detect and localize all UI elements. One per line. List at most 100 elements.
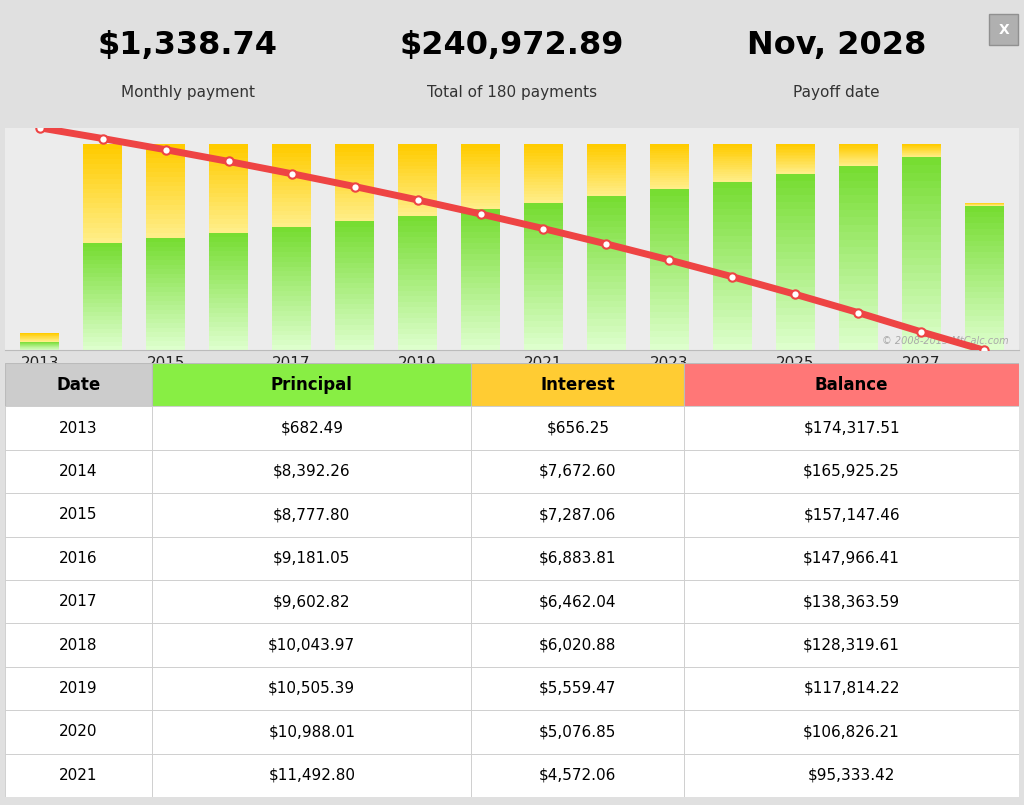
Bar [146, 260, 185, 265]
Bar [83, 149, 122, 154]
Bar [209, 202, 248, 206]
Bar [209, 210, 248, 215]
Text: $1,338.74: $1,338.74 [97, 30, 278, 60]
Bar [839, 159, 878, 160]
Bar [587, 215, 626, 221]
Bar [713, 178, 752, 180]
Bar [902, 219, 941, 227]
Bar [587, 239, 626, 246]
Bar [650, 312, 689, 318]
Bar [650, 151, 689, 153]
Bar [146, 346, 185, 350]
Bar [272, 157, 311, 161]
Bar [776, 223, 815, 230]
Bar [902, 212, 941, 219]
Bar [335, 171, 374, 175]
Bar [902, 288, 941, 296]
Bar [839, 210, 878, 217]
Bar [461, 299, 500, 305]
Bar [83, 333, 122, 337]
Bar [713, 167, 752, 168]
Text: $5,559.47: $5,559.47 [540, 681, 616, 696]
Bar [398, 264, 437, 270]
Bar [209, 167, 248, 171]
Bar [587, 165, 626, 167]
Bar [713, 154, 752, 155]
Bar [524, 171, 563, 174]
Bar [713, 229, 752, 236]
Bar [146, 229, 185, 233]
Bar [839, 156, 878, 157]
Bar [398, 258, 437, 264]
Bar [776, 188, 815, 195]
Bar [146, 159, 185, 163]
Bar [524, 262, 563, 268]
Bar [272, 161, 311, 165]
Bar [524, 185, 563, 188]
Bar [902, 258, 941, 266]
Bar [272, 232, 311, 237]
Text: Interest: Interest [541, 376, 615, 394]
Text: $165,925.25: $165,925.25 [803, 464, 900, 479]
Bar [524, 176, 563, 180]
Bar [146, 328, 185, 332]
Bar [713, 195, 752, 202]
Bar [5, 667, 153, 710]
Bar [83, 295, 122, 299]
Bar [650, 160, 689, 162]
Bar [839, 151, 878, 152]
Bar [209, 224, 248, 228]
Bar [776, 144, 815, 146]
Bar [587, 332, 626, 338]
Bar [776, 155, 815, 156]
Bar [146, 279, 185, 283]
Bar [713, 222, 752, 229]
Bar [209, 327, 248, 332]
Bar [965, 217, 1004, 223]
Bar [650, 260, 689, 266]
Bar [587, 325, 626, 332]
Bar [398, 334, 437, 340]
Text: $147,966.41: $147,966.41 [803, 551, 900, 566]
FancyBboxPatch shape [989, 14, 1018, 45]
Bar [524, 327, 563, 332]
Bar [272, 223, 311, 227]
Text: Date: Date [56, 376, 100, 394]
Bar [461, 243, 500, 249]
Bar [461, 187, 500, 190]
Bar [272, 237, 311, 242]
Bar [146, 182, 185, 186]
Bar [5, 407, 153, 450]
Bar [83, 251, 122, 255]
Bar [902, 204, 941, 212]
Bar [335, 288, 374, 294]
Bar [713, 163, 752, 165]
Bar [272, 257, 311, 262]
Bar [902, 312, 941, 320]
Bar [650, 305, 689, 312]
Bar [776, 209, 815, 217]
Bar [209, 158, 248, 162]
Text: $128,319.61: $128,319.61 [803, 638, 900, 653]
Bar [146, 163, 185, 167]
Bar [471, 753, 684, 797]
Bar [209, 299, 248, 303]
Bar [461, 200, 500, 203]
Bar [650, 279, 689, 286]
Bar [272, 306, 311, 311]
Bar [965, 321, 1004, 327]
Bar [209, 175, 248, 180]
Bar [146, 274, 185, 279]
Text: X: X [998, 23, 1009, 36]
Text: $9,181.05: $9,181.05 [273, 551, 350, 566]
Bar [902, 304, 941, 312]
Bar [776, 230, 815, 237]
Bar [5, 753, 153, 797]
Bar [902, 335, 941, 343]
Bar [776, 195, 815, 202]
Bar [83, 174, 122, 179]
Bar [209, 206, 248, 210]
Bar [839, 157, 878, 159]
Bar [83, 242, 122, 247]
Bar [209, 336, 248, 341]
